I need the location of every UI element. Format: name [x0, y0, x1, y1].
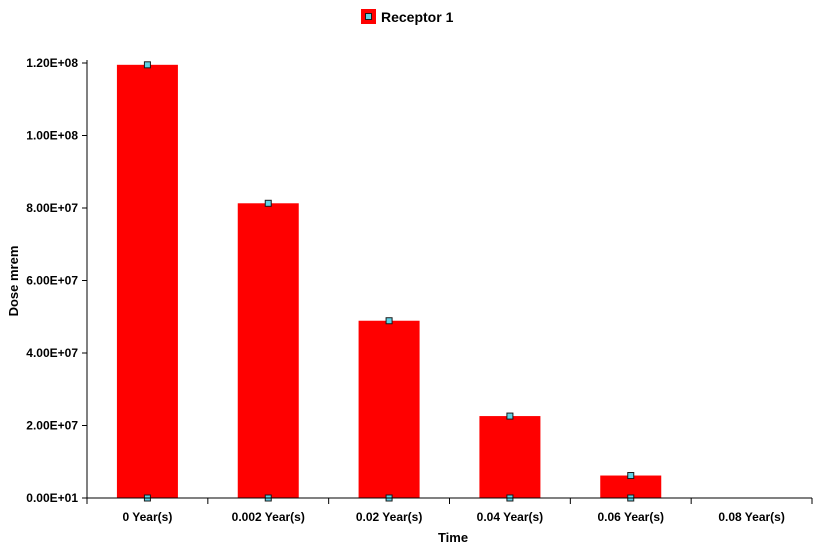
x-axis-title: Time: [438, 530, 468, 545]
y-tick-label: 1.20E+08: [26, 56, 78, 70]
legend-marker: [365, 13, 372, 20]
bar: [479, 416, 541, 498]
x-tick-label: 0.08 Year(s): [718, 510, 785, 524]
bar-top-marker: [627, 472, 635, 480]
bar: [358, 320, 420, 498]
y-axis-title: Dose mrem: [6, 246, 21, 317]
bar-top-marker: [385, 317, 393, 325]
y-tick-label: 0.00E+01: [26, 491, 78, 505]
bar-top-marker: [264, 199, 272, 207]
x-tick-label: 0.02 Year(s): [356, 510, 423, 524]
bars: [116, 61, 662, 502]
bar: [600, 475, 662, 498]
y-tick-label: 1.00E+08: [26, 129, 78, 143]
x-tick-label: 0 Year(s): [123, 510, 173, 524]
y-tick-label: 2.00E+07: [26, 419, 78, 433]
bar: [237, 203, 299, 498]
legend: Receptor 1: [361, 9, 454, 25]
y-ticks: 0.00E+01 2.00E+07 4.00E+07 6.00E+07 8.00E+07…: [26, 56, 87, 505]
axes: [86, 60, 812, 499]
x-tick-label: 0.06 Year(s): [598, 510, 665, 524]
bar-top-marker: [143, 61, 151, 69]
bar-top-marker: [506, 412, 514, 420]
y-tick-label: 6.00E+07: [26, 274, 78, 288]
x-ticks: 0 Year(s) 0.002 Year(s) 0.02 Year(s) 0.04 Y…: [86, 498, 813, 524]
y-tick-label: 4.00E+07: [26, 346, 78, 360]
x-tick-label: 0.04 Year(s): [477, 510, 544, 524]
x-tick-label: 0.002 Year(s): [232, 510, 305, 524]
legend-label: Receptor 1: [381, 9, 454, 25]
y-tick-label: 8.00E+07: [26, 201, 78, 215]
bar: [116, 64, 178, 498]
